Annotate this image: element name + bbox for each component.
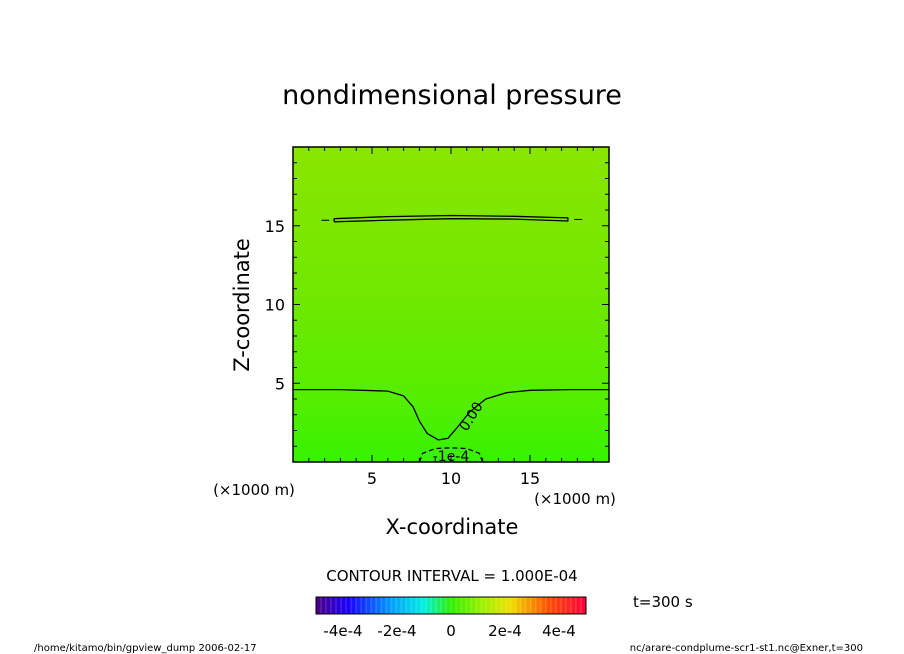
colorbar-cell [386, 597, 392, 614]
colorbar-cell [426, 597, 432, 614]
colorbar-cell [431, 597, 437, 614]
colorbar-cell [566, 597, 572, 614]
y-tick-label: 5 [275, 374, 285, 393]
chart-title: nondimensional pressure [282, 80, 622, 111]
colorbar-cell [506, 597, 512, 614]
colorbar-cell [486, 597, 492, 614]
colorbar-cell [571, 597, 577, 614]
contour-line [293, 388, 609, 441]
contour-line [418, 447, 484, 462]
colorbar-cell [401, 597, 407, 614]
colorbar-cell [356, 597, 362, 614]
colorbar-cell [336, 597, 342, 614]
colorbar-cell [496, 597, 502, 614]
colorbar-cell [581, 597, 587, 614]
colorbar-cell [541, 597, 547, 614]
colorbar-tick-label: 4e-4 [542, 622, 576, 640]
colorbar-ticks: -4e-4 -2e-4 0 2e-4 4e-4 [323, 622, 575, 640]
colorbar-cell [391, 597, 397, 614]
colorbar-cell [366, 597, 372, 614]
colorbar-cell [436, 597, 442, 614]
footer-left: /home/kitamo/bin/gpview_dump 2006-02-17 [34, 643, 257, 654]
x-axis-ticks: 5 10 15 [308, 147, 594, 488]
colorbar-cell [561, 597, 567, 614]
contour-line [333, 214, 569, 223]
colorbar-cell [556, 597, 562, 614]
colorbar-cell [481, 597, 487, 614]
colorbar-cell [536, 597, 542, 614]
footer-right: nc/arare-condplume-scr1-st1.nc@Exner,t=3… [630, 643, 863, 654]
colorbar-cell [466, 597, 472, 614]
x-tick-label: 10 [441, 469, 461, 488]
time-label: t=300 s [633, 593, 693, 611]
colorbar-cell [416, 597, 422, 614]
colorbar-tick-label: 0 [446, 622, 456, 640]
colorbar-cell [381, 597, 387, 614]
colorbar-cell [446, 597, 452, 614]
colorbar-tick-label: 2e-4 [488, 622, 522, 640]
colorbar-cell [341, 597, 347, 614]
colorbar-cell [551, 597, 557, 614]
y-axis-unit: (×1000 m) [213, 481, 295, 499]
x-axis-unit: (×1000 m) [534, 490, 616, 508]
colorbar-cell [471, 597, 477, 614]
field-shading [293, 147, 609, 462]
colorbar-cell [331, 597, 337, 614]
colorbar-cell [411, 597, 417, 614]
y-axis-title: Z-coordinate [230, 238, 254, 372]
colorbar-cell [351, 597, 357, 614]
x-axis-title: X-coordinate [386, 515, 519, 539]
colorbar-cell [371, 597, 377, 614]
contour-interval-label: CONTOUR INTERVAL = 1.000E-04 [326, 567, 577, 585]
colorbar-cell [576, 597, 582, 614]
colorbar-cell [501, 597, 507, 614]
y-tick-label: 15 [265, 217, 285, 236]
colorbar-cell [456, 597, 462, 614]
colorbar-cell [531, 597, 537, 614]
colorbar-cell [461, 597, 467, 614]
cold-anomaly-shading [391, 422, 511, 462]
y-axis-ticks: 5 10 15 [265, 162, 609, 447]
colorbar-cell [316, 597, 322, 614]
colorbar-cell [346, 597, 352, 614]
x-tick-label: 15 [520, 469, 540, 488]
colorbar-cell [326, 597, 332, 614]
colorbar-frame [315, 596, 587, 615]
colorbar-cell [521, 597, 527, 614]
plot-area: 0.00-1e-4 [293, 147, 609, 462]
colorbar-cell [421, 597, 427, 614]
y-tick-label: 10 [265, 296, 285, 315]
colorbar-cell [516, 597, 522, 614]
colorbar-cell [526, 597, 532, 614]
colorbar-cell [376, 597, 382, 614]
colorbar-cell [441, 597, 447, 614]
colorbar-cell [511, 597, 517, 614]
colorbar-cell [361, 597, 367, 614]
colorbar-cell [491, 597, 497, 614]
colorbar-cell [321, 597, 327, 614]
colorbar-cell [476, 597, 482, 614]
colorbar-cell [546, 597, 552, 614]
x-tick-label: 5 [367, 469, 377, 488]
colorbar-tick-label: -2e-4 [377, 622, 416, 640]
colorbar [316, 597, 587, 614]
colorbar-cell [451, 597, 457, 614]
colorbar-cell [396, 597, 402, 614]
colorbar-tick-label: -4e-4 [323, 622, 362, 640]
colorbar-cell [406, 597, 412, 614]
